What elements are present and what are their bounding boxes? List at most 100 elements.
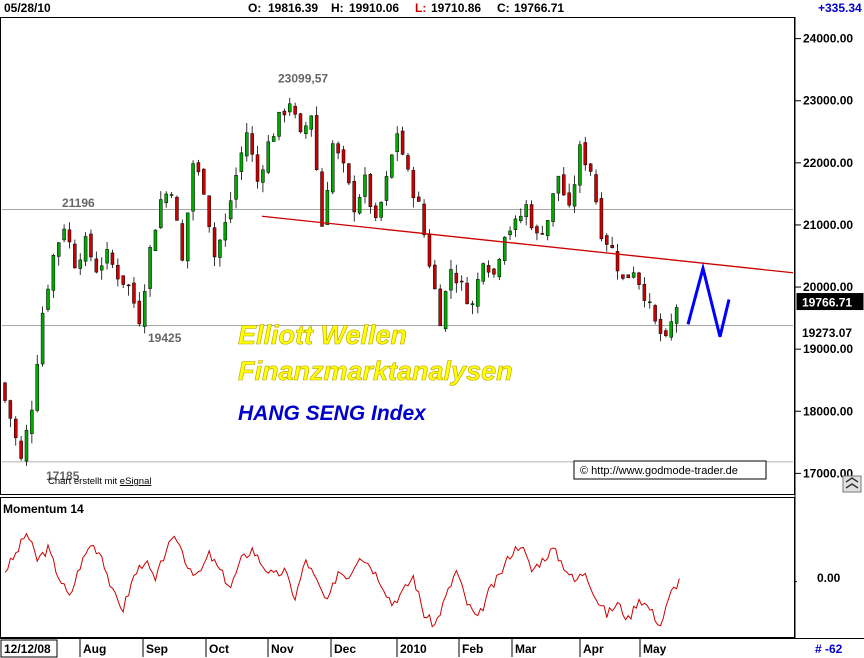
candle-body [105, 249, 109, 264]
price-tick-label: 19000.00 [803, 342, 853, 356]
candle-body [266, 141, 271, 173]
candle-body [486, 265, 491, 273]
candle-body [535, 226, 539, 234]
header-date: 05/28/10 [4, 1, 51, 15]
candle-body [67, 229, 72, 243]
trendline [261, 215, 794, 274]
header-open-label: O: [248, 1, 261, 15]
candle-body [239, 152, 244, 172]
candle-body [578, 144, 582, 186]
time-tick-label: Apr [583, 642, 604, 656]
candle-body [373, 205, 378, 219]
time-axis: Aug Sep Oct Nov Dec 2010 Feb Mar Apr May [79, 639, 667, 657]
price-axis: 24000.00 23000.00 22000.00 21000.00 20000.00… [795, 32, 853, 480]
price-annotation: 17185 [46, 469, 80, 483]
candle-body [30, 409, 34, 434]
price-tick-label: 17000.00 [803, 466, 853, 480]
time-tick-label: May [643, 642, 667, 656]
candle-body [13, 418, 18, 439]
candle-body [282, 110, 287, 116]
candle-body [599, 198, 604, 240]
candle-body [3, 382, 7, 401]
candle-body [331, 143, 335, 193]
candle-body [288, 103, 292, 113]
candle-body [502, 236, 507, 261]
candle-body [519, 215, 523, 221]
header-bar [0, 0, 864, 16]
candle-body [422, 203, 426, 236]
esignal-link[interactable]: eSignal [120, 476, 152, 487]
candle-body [175, 196, 179, 221]
candle-body [459, 280, 464, 283]
candle-body [83, 236, 88, 262]
credit-text: Chart erstellt mit eSignal [48, 476, 152, 487]
header-change: +335.34 [818, 1, 862, 15]
candle-body [605, 235, 609, 245]
header-high-label: H: [331, 1, 344, 15]
candle-body [320, 171, 324, 227]
candle-body [427, 234, 432, 267]
candle-body [664, 330, 668, 336]
candle-body [196, 162, 201, 173]
candle-body [497, 259, 502, 278]
candle-body [110, 252, 115, 265]
copyright-box [573, 460, 767, 480]
candle-body [202, 168, 206, 195]
price-tag-label: 19766.71 [802, 296, 852, 310]
momentum-panel-frame [0, 497, 795, 638]
candle-body [524, 204, 528, 217]
candle-body [449, 269, 453, 291]
candle-body [191, 163, 195, 212]
time-tick-label: Aug [83, 642, 106, 656]
candle-body [615, 251, 620, 272]
zoom-icon-glyph [845, 477, 859, 489]
candle-body [261, 169, 265, 183]
price-tag-label: 19273.07 [802, 326, 852, 340]
time-tick-label: Oct [209, 642, 229, 656]
candle-body [336, 143, 340, 154]
candle-body [379, 202, 383, 218]
candle-body [492, 268, 496, 275]
header-low: 19710.86 [431, 1, 481, 15]
candle-body [572, 184, 577, 207]
candle-body [481, 263, 485, 282]
momentum-line [4, 532, 680, 628]
price-tick-label: 18000.00 [803, 404, 853, 418]
candle-body [513, 218, 518, 230]
candle-body [185, 212, 190, 262]
candle-body [674, 307, 679, 324]
time-tick-label: Nov [271, 642, 294, 656]
candle-body [384, 176, 389, 201]
candle-body [121, 275, 125, 285]
candle-body [46, 288, 50, 310]
candle-body [551, 193, 555, 222]
price-annotation: 23099,57 [278, 72, 328, 86]
candle-body [347, 163, 351, 184]
candle-body [648, 301, 652, 304]
watermark-line2: Finanzmarktanalysen [238, 356, 513, 386]
price-tag-box [796, 323, 864, 341]
candle-body [433, 264, 437, 290]
candle-body [443, 291, 448, 330]
candle-body [637, 272, 641, 285]
candle-body [19, 440, 23, 459]
candle-body [465, 282, 469, 305]
start-date: 12/12/08 [4, 642, 51, 656]
price-tag-box [796, 293, 864, 311]
price-annotations: 23099,57 21196 19425 17185 [46, 72, 328, 483]
candle-body [89, 233, 93, 258]
candle-body [309, 115, 314, 130]
candle-body [314, 115, 319, 170]
time-tick-label: Sep [146, 642, 168, 656]
candle-body [40, 312, 45, 365]
candle-body [626, 274, 631, 279]
candle-body [508, 230, 512, 236]
candle-body [658, 318, 663, 334]
candle-body [368, 174, 373, 207]
candle-body [164, 193, 168, 204]
header-high: 19910.06 [349, 1, 399, 15]
candle-body [271, 136, 276, 142]
candle-body [223, 222, 228, 241]
copyright-text[interactable]: © http://www.godmode-trader.de [580, 465, 738, 477]
